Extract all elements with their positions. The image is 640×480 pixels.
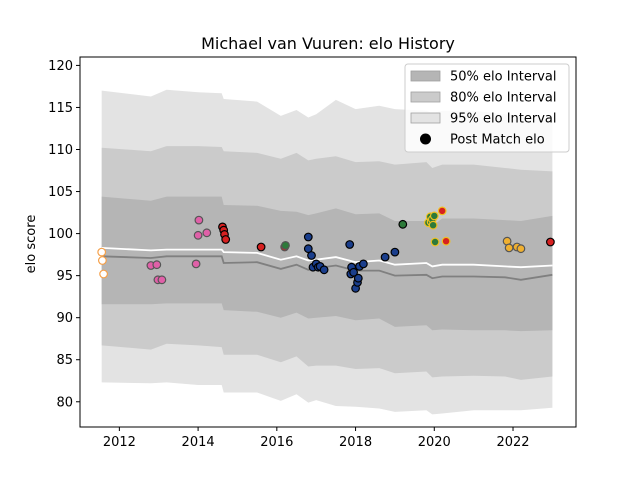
elo-point xyxy=(353,273,363,283)
elo-point xyxy=(516,244,526,254)
legend-label: 95% elo Interval xyxy=(450,112,557,127)
elo-point xyxy=(97,256,107,265)
band-50-interval xyxy=(101,196,553,332)
elo-point xyxy=(437,206,447,216)
x-tick-label: 2012 xyxy=(103,435,136,450)
x-tick-label: 2016 xyxy=(260,435,293,450)
elo-point xyxy=(380,252,390,262)
elo-point xyxy=(307,251,316,260)
legend-frame xyxy=(404,63,570,153)
y-tick-label: 100 xyxy=(48,227,73,242)
x-tick-label: 2020 xyxy=(418,435,451,450)
y-tick-label: 120 xyxy=(48,59,73,74)
elo-point xyxy=(429,211,439,221)
y-tick-label: 80 xyxy=(56,395,73,410)
plot-area: 2012 2014 2016 2018 2020 2022 80 85 90 95 100 105 11… xyxy=(48,56,577,450)
elo-point xyxy=(398,219,408,229)
elo-point xyxy=(152,260,162,270)
elo-point xyxy=(281,240,290,250)
elo-point xyxy=(256,242,266,252)
x-tick-label: 2022 xyxy=(496,435,529,450)
y-tick-label: 110 xyxy=(48,143,73,158)
elo-point xyxy=(193,230,203,240)
y-tick-label: 90 xyxy=(56,311,73,326)
elo-point xyxy=(157,275,167,285)
elo-point xyxy=(430,237,440,247)
elo-point xyxy=(99,269,108,279)
chart-title: Michael van Vuuren: elo History xyxy=(201,34,455,53)
elo-point xyxy=(441,236,451,246)
elo-point xyxy=(303,232,313,242)
legend-swatch xyxy=(410,70,441,82)
elo-point xyxy=(97,247,107,257)
elo-point xyxy=(359,259,368,269)
elo-point xyxy=(546,237,555,247)
mean-line xyxy=(101,247,553,269)
legend-label: Post Match elo xyxy=(450,133,545,148)
y-tick-label: 105 xyxy=(48,185,73,200)
y-tick-label: 115 xyxy=(48,101,73,116)
legend-label: 50% elo Interval xyxy=(450,70,557,85)
elo-point xyxy=(390,247,400,257)
y-axis-label: elo score xyxy=(24,215,39,274)
axes-frame xyxy=(79,56,577,428)
legend-swatch xyxy=(410,112,441,124)
elo-point xyxy=(428,220,438,230)
y-tick-label: 95 xyxy=(56,269,73,284)
elo-point xyxy=(191,259,201,269)
elo-point xyxy=(504,243,514,253)
plot-content xyxy=(97,89,555,415)
x-tick-label: 2014 xyxy=(182,435,215,450)
elo-point xyxy=(194,215,204,225)
y-tick-label: 85 xyxy=(56,353,73,368)
legend-label: 80% elo Interval xyxy=(450,91,557,106)
elo-point xyxy=(349,267,359,277)
elo-point xyxy=(345,240,355,249)
elo-point xyxy=(202,228,212,238)
elo-point xyxy=(221,235,231,244)
legend-marker xyxy=(420,133,431,145)
elo-point xyxy=(319,265,329,275)
legend: 50% elo Interval 80% elo Interval 95% elo … xyxy=(404,63,570,153)
x-tick-label: 2018 xyxy=(339,435,372,450)
legend-swatch xyxy=(410,91,441,103)
